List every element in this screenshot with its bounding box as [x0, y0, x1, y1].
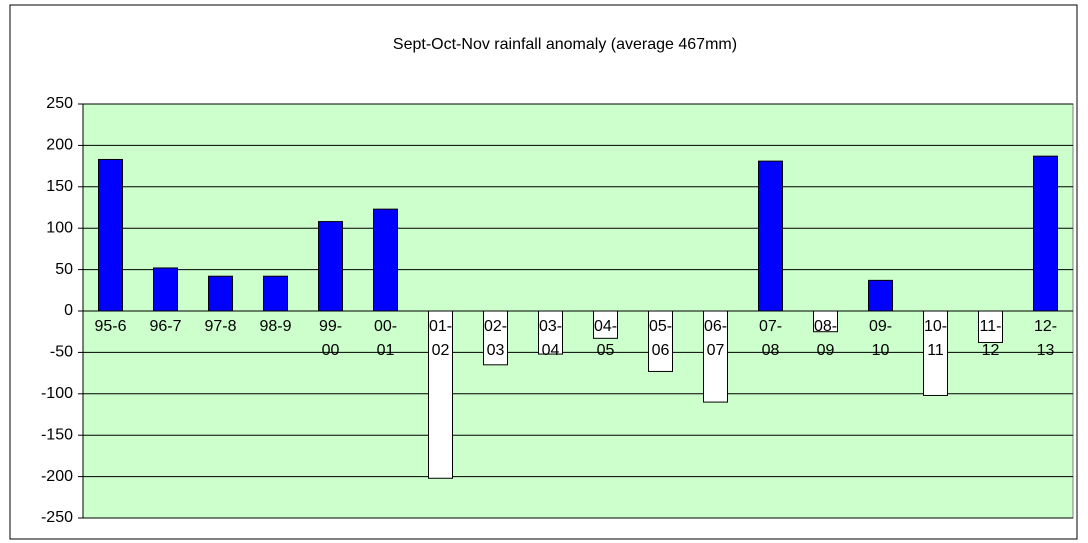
y-tick-label: -100	[41, 385, 73, 402]
x-tick-label: 12-13	[1033, 318, 1058, 359]
y-tick-label: -50	[50, 344, 73, 361]
bar	[978, 310, 1003, 343]
x-tick-label: 05-06	[648, 318, 673, 359]
y-tick-label: 100	[46, 219, 73, 236]
y-tick-label: -250	[41, 509, 73, 526]
x-tick-label: 09-10	[868, 318, 893, 359]
x-tick-label: 03-04	[538, 318, 563, 359]
bar	[758, 160, 783, 312]
bar	[373, 208, 398, 312]
bar	[483, 310, 508, 366]
bar	[153, 267, 178, 312]
x-tick-label: 07-08	[758, 318, 783, 359]
y-tick-label: -200	[41, 468, 73, 485]
bar	[593, 310, 618, 339]
x-tick-label: 08-09	[813, 318, 838, 359]
bar	[648, 310, 673, 372]
bar	[208, 275, 233, 312]
bar	[868, 279, 893, 312]
bar	[263, 275, 288, 312]
x-tick-label: 96-7	[149, 318, 182, 335]
bar	[98, 158, 123, 312]
x-tick-label: 04-05	[593, 318, 618, 359]
x-tick-label: 06-07	[703, 318, 728, 359]
x-tick-label: 98-9	[259, 318, 292, 335]
y-tick-label: 200	[46, 137, 73, 154]
y-tick-label: 150	[46, 178, 73, 195]
y-tick-label: 0	[64, 302, 73, 319]
x-tick-label: 11-12	[979, 318, 1002, 359]
bar	[813, 310, 838, 333]
x-tick-label: 01-02	[428, 318, 453, 359]
bar	[428, 310, 453, 479]
chart-title: Sept-Oct-Nov rainfall anomaly (average 4…	[393, 36, 737, 53]
bar	[923, 310, 948, 396]
bar	[1033, 155, 1058, 312]
x-tick-label: 00-01	[373, 318, 398, 359]
bar	[318, 221, 343, 312]
x-tick-label: 02-03	[483, 318, 508, 359]
y-tick-label: 250	[46, 95, 73, 112]
x-tick-label: 99-00	[318, 318, 343, 359]
y-tick-label: -150	[41, 426, 73, 443]
bar	[538, 310, 563, 355]
x-tick-label: 95-6	[94, 318, 127, 335]
x-tick-label: 97-8	[204, 318, 237, 335]
y-tick-label: 50	[55, 261, 73, 278]
x-tick-label: 10-11	[923, 318, 948, 359]
bar	[703, 310, 728, 403]
